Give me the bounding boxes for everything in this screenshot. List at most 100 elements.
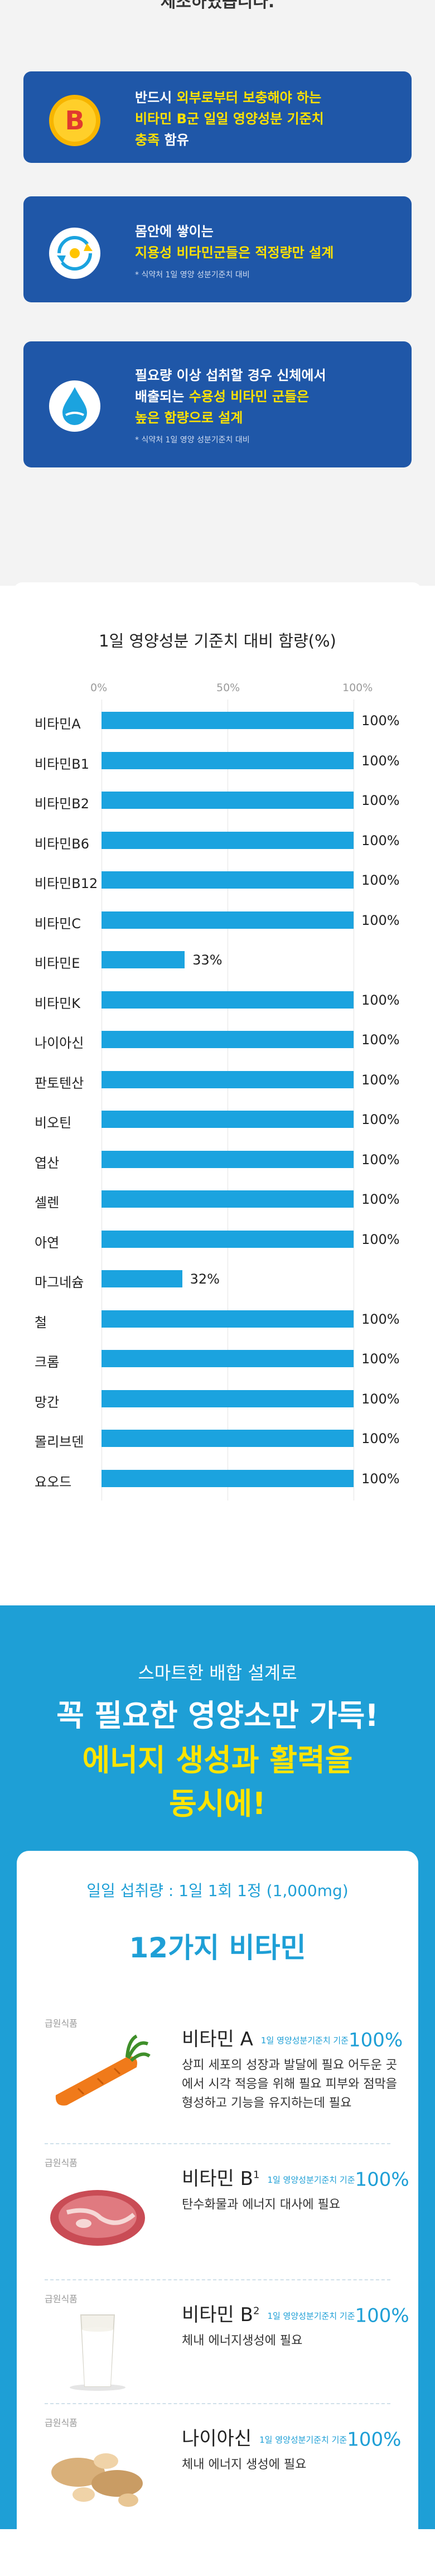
vitamin-name-text: 비타민 B (182, 2168, 253, 2190)
pork-meat-icon (45, 2173, 151, 2257)
dashed-divider (45, 2143, 390, 2144)
source-food-tag: 급원식품 (45, 2158, 78, 2168)
value-label: 100% (361, 1311, 400, 1327)
source-food-tag: 급원식품 (45, 2294, 78, 2304)
vitamin-description: 탄수화물과 에너지 대사에 필요 (182, 2198, 341, 2212)
value-label: 100% (361, 832, 400, 848)
category-label: 몰리브덴 (35, 1434, 84, 1450)
feature-card-text: 몸안에 쌓이는 지용성 비타민군들은 적정량만 설계 * 식약처 1일 영양 성분기… (135, 196, 389, 302)
category-label: 비오틴 (35, 1115, 72, 1131)
vitamins-title: 12가지 비타민 (129, 1932, 306, 1964)
x-tick-label: 100% (342, 682, 373, 694)
bar-12 (102, 1150, 354, 1168)
highlight-text: 충족 (135, 132, 160, 148)
highlight-text: 비타민 B군 일일 영양성분 기준치 (135, 111, 324, 127)
bar-17 (102, 1350, 354, 1367)
bar-3 (102, 792, 354, 809)
feature-line: 배출되는 수용성 비타민 군들은 (135, 386, 389, 407)
standard-note: 1일 영양성분기준치 기준 (267, 2175, 355, 2185)
category-label: 비타민B2 (35, 796, 89, 812)
highlight-text: 높은 함량으로 설계 (135, 410, 243, 426)
daily-intake-text: 일일 섭취량 : 1일 1회 1정 (1,000mg) (86, 1882, 349, 1900)
bar-8 (102, 991, 354, 1009)
category-label: 비타민A (35, 716, 81, 732)
highlight-text: 지용성 비타민군들은 (135, 245, 255, 261)
nutrient-chart-card: 1일 영양성분 기준치 대비 함량(%) 0% 50% 100% 비타민A 100% 비타… (13, 582, 422, 1538)
category-label: 비타민E (35, 956, 80, 971)
category-label: 비타민K (35, 995, 80, 1011)
standard-note: 1일 영양성분기준치 기준 (267, 2311, 355, 2321)
value-label: 33% (192, 952, 223, 968)
bar-14 (102, 1230, 354, 1248)
category-label: 마그네슘 (35, 1275, 84, 1290)
bar-10 (102, 1070, 354, 1088)
category-label: 셀렌 (35, 1195, 60, 1210)
category-label: 비타민B1 (35, 756, 89, 772)
blue-section: 스마트한 배합 설계로 꼭 필요한 영양소만 가득! 에너지 생성과 활력을 동… (0, 1605, 435, 2576)
value-label: 100% (361, 912, 400, 928)
value-label: 100% (361, 992, 400, 1008)
percent-value: 100% (355, 2304, 409, 2327)
category-label: 비타민C (35, 915, 81, 932)
category-label: 크롬 (35, 1354, 60, 1370)
category-label: 나이아신 (35, 1035, 84, 1051)
value-label: 100% (361, 713, 400, 729)
bar-2 (102, 751, 354, 769)
feature-line: 반드시 외부로부터 보충해야 하는 (135, 87, 389, 108)
vitamin-name: 나이아신 1일 영양성분기준치 기준100% (182, 2423, 401, 2451)
standard-note: 1일 영양성분기준치 기준 (259, 2435, 347, 2445)
chart-title: 1일 영양성분 기준치 대비 함량(%) (99, 631, 336, 650)
value-label: 100% (361, 872, 400, 888)
percent-value: 100% (347, 2428, 402, 2451)
headline-line-1: 꼭 필요한 영양소만 가득! (56, 1698, 379, 1733)
bar-19 (102, 1430, 354, 1447)
category-label: 망간 (35, 1394, 60, 1410)
category-label: 판토텐산 (35, 1075, 84, 1091)
carrot-icon (45, 2034, 151, 2117)
highlight-text: 수용성 비타민 군들은 (188, 389, 310, 404)
water-drop-icon (47, 378, 103, 434)
feature-line: 몸안에 쌓이는 (135, 221, 389, 242)
value-label: 100% (361, 1391, 400, 1407)
feature-line: 높은 함량으로 설계 (135, 407, 389, 428)
vitamin-name-text: 비타민 B (182, 2304, 253, 2326)
source-food-tag: 급원식품 (45, 2018, 78, 2029)
vitamin-name-text: 나이아신 (182, 2428, 252, 2450)
bar-20 (102, 1469, 354, 1487)
plain-text: 몸안에 쌓이는 (135, 224, 214, 239)
highlight-text: 적정량만 설계 (255, 245, 334, 261)
headline-line-3: 동시에! (169, 1786, 266, 1821)
value-label: 100% (361, 1072, 400, 1088)
vitamin-subscript: 1 (253, 2169, 260, 2181)
category-label: 엽산 (35, 1155, 60, 1171)
peanut-icon (45, 2433, 151, 2517)
category-label: 비타민B6 (35, 836, 89, 852)
vitamin-subscript: 2 (253, 2305, 260, 2317)
feature-line: 지용성 비타민군들은 적정량만 설계 (135, 242, 389, 263)
value-label: 100% (361, 793, 400, 808)
source-food-tag: 급원식품 (45, 2418, 78, 2428)
vitamin-description: 체내 에너지 생성에 필요 (182, 2458, 307, 2472)
top-fragment-text: 제조하였습니다. (160, 0, 275, 12)
bar-11 (102, 1111, 354, 1128)
bar-7 (102, 951, 185, 968)
bar-18 (102, 1390, 354, 1407)
plain-text: 배출되는 (135, 389, 189, 404)
plain-text: 필요량 이상 섭취할 경우 신체에서 (135, 368, 326, 383)
vitamin-name: 비타민 B2 1일 영양성분기준치 기준100% (182, 2299, 409, 2327)
vitamin-name-text: 비타민 A (182, 2028, 253, 2051)
value-label: 100% (361, 1032, 400, 1048)
value-label: 100% (361, 1191, 400, 1207)
vitamin-description: 체내 에너지생성에 필요 (182, 2334, 303, 2348)
value-label: 100% (361, 1112, 400, 1127)
vitamin-name: 비타민 A 1일 영양성분기준치 기준100% (182, 2024, 403, 2052)
value-label: 32% (190, 1271, 220, 1287)
category-label: 요오드 (35, 1474, 72, 1490)
vitamin-b-coin-icon: B (47, 93, 103, 148)
dashed-divider (45, 2279, 390, 2280)
value-label: 100% (361, 1470, 400, 1487)
feature-line: 충족 함유 (135, 129, 389, 151)
